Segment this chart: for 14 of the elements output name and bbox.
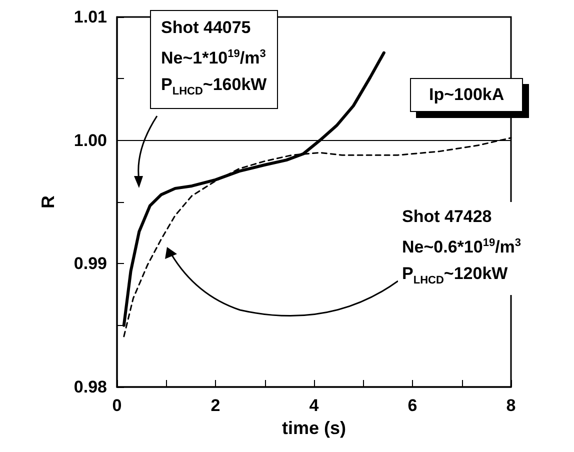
y-tick-label: 1.01 [74,8,107,26]
x-axis-title: time (s) [282,418,346,438]
y-tick-label: 0.98 [74,378,107,396]
y-tick-label: 1.00 [74,130,107,150]
x-tick-label: 0 [112,396,122,415]
text: Shot 44075 Ne~1*10$^{19}$/m$^{3}$ P$_{LHCD}$~160kW [161,18,267,98]
x-tick-label: 2 [210,396,220,415]
x-tick-label: 8 [506,396,516,415]
y-axis-title: R [38,196,58,208]
y-tick-label: 0.99 [74,254,107,274]
annotation: Ip~100kA [410,78,524,112]
x-tick-label: 6 [408,396,418,415]
text: Shot 47428 Ne~0.6*10$^{19}$/m$^{3}$ P$_{LHCD}$~120kW [402,207,522,286]
x-tick-label: 4 [309,396,320,415]
